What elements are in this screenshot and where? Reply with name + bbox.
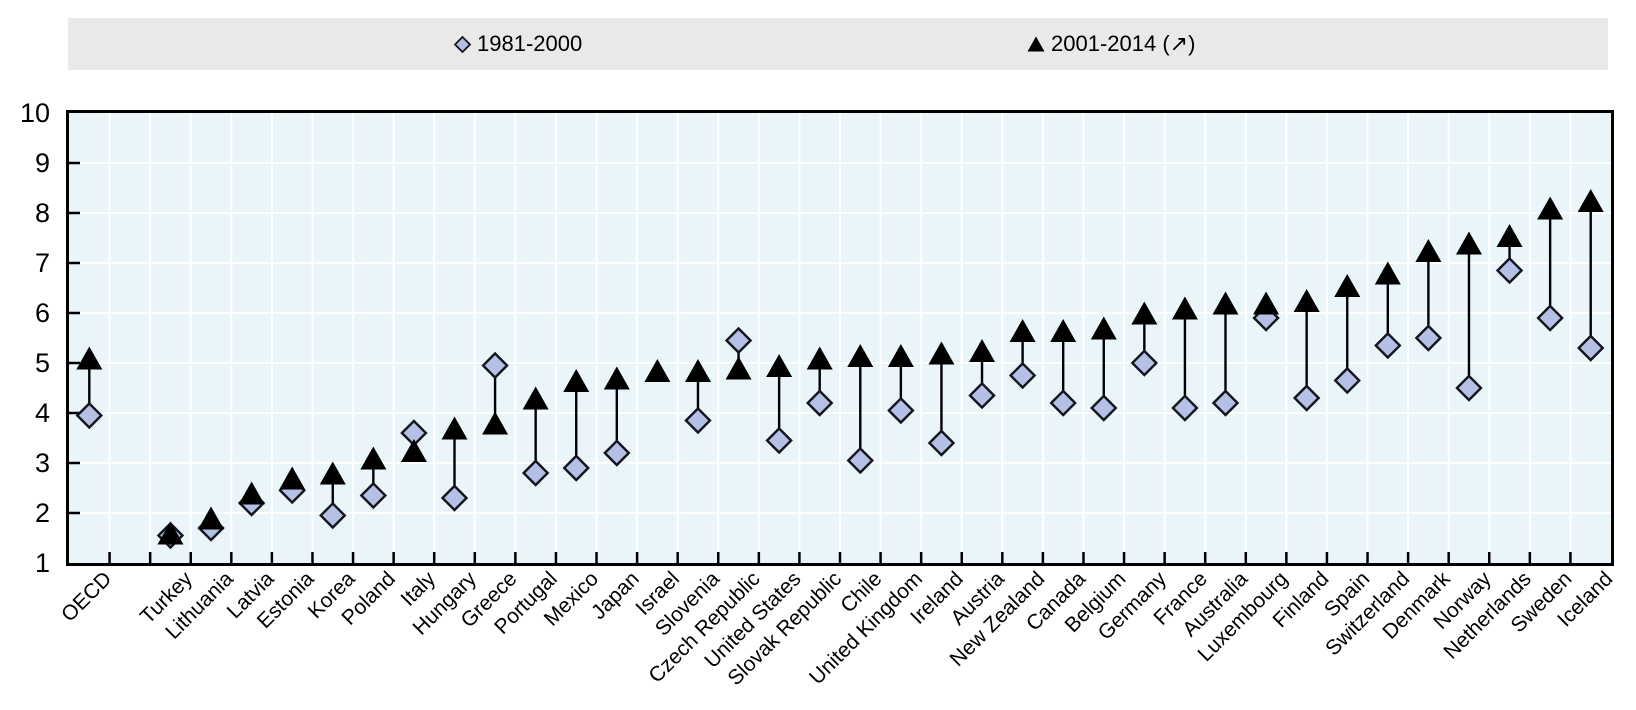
diamond-marker — [724, 326, 753, 355]
diamond-marker — [400, 419, 428, 447]
diamond-marker — [603, 439, 631, 467]
diamond-marker — [1536, 304, 1564, 332]
y-tick-label: 7 — [34, 248, 50, 278]
triangle-marker — [725, 356, 752, 380]
diamond-marker — [968, 381, 996, 410]
y-axis: 1 2 3 4 5 6 7 8 9 10 — [0, 0, 56, 710]
y-tick-label: 6 — [34, 298, 50, 328]
triangle-marker — [1415, 239, 1442, 262]
diamond-marker — [1495, 256, 1524, 285]
y-tick-label: 5 — [34, 348, 50, 378]
diamond-marker — [562, 454, 590, 482]
diamond-marker — [887, 396, 915, 425]
diamond-marker — [1414, 324, 1443, 352]
triangle-marker — [1577, 189, 1604, 212]
diamond-marker — [846, 446, 874, 475]
y-tick-label: 3 — [34, 448, 50, 478]
triangle-marker — [360, 446, 387, 470]
triangle-marker — [400, 439, 427, 462]
plot-canvas — [69, 113, 1611, 563]
y-tick-label: 2 — [34, 498, 50, 528]
plot-area — [66, 110, 1614, 566]
diamond-marker — [1455, 374, 1483, 402]
triangle-marker — [887, 344, 914, 367]
triangle-marker — [238, 481, 265, 505]
diamond-marker — [927, 429, 956, 457]
diamond-marker — [1333, 366, 1361, 395]
y-tick-label: 9 — [34, 148, 50, 178]
triangle-marker — [847, 344, 874, 367]
diamond-marker — [1090, 394, 1118, 422]
triangle-marker — [1131, 301, 1158, 325]
diamond-marker — [1211, 389, 1240, 417]
diamond-marker — [1130, 349, 1159, 377]
y-tick-label: 10 — [19, 98, 50, 128]
diamond-marker — [481, 351, 509, 380]
triangle-marker — [441, 416, 468, 440]
legend: 1981-2000 2001-2014 (↗) — [68, 18, 1608, 70]
diamond-legend-icon — [453, 35, 472, 53]
triangle-marker — [603, 366, 630, 390]
legend-label-1981-2000: 1981-2000 — [477, 31, 583, 56]
diamond-marker — [440, 484, 469, 512]
triangle-marker — [684, 359, 711, 382]
legend-label-2001-2014: 2001-2014 (↗) — [1051, 31, 1196, 56]
triangle-marker — [563, 369, 590, 392]
y-tick-label: 1 — [34, 548, 50, 578]
diamond-marker — [75, 401, 103, 430]
triangle-marker — [766, 354, 793, 377]
triangle-marker — [806, 346, 833, 370]
diamond-marker — [1171, 394, 1199, 422]
triangle-marker — [279, 466, 306, 490]
diamond-marker — [1292, 384, 1321, 412]
triangle-marker — [969, 339, 996, 362]
triangle-marker — [1537, 196, 1564, 220]
legend-item-1981-2000: 1981-2000 — [453, 31, 582, 57]
triangle-marker — [1212, 291, 1239, 315]
triangle-marker — [1374, 261, 1401, 285]
triangle-legend-icon — [1027, 36, 1045, 52]
triangle-marker — [1496, 224, 1523, 247]
diamond-marker — [765, 426, 793, 455]
triangle-marker — [522, 386, 549, 410]
triangle-marker — [198, 506, 225, 530]
triangle-marker — [644, 359, 671, 382]
triangle-marker — [1171, 296, 1198, 320]
x-axis-labels: OECD Turkey Lithuania Latvia Estonia Korea Pol… — [57, 567, 1618, 710]
triangle-marker — [482, 411, 509, 435]
triangle-marker — [1009, 319, 1036, 342]
diamond-marker — [319, 501, 347, 530]
triangle-marker — [1293, 289, 1320, 312]
triangle-marker — [1253, 291, 1280, 315]
diamond-marker — [1049, 389, 1077, 417]
legend-item-2001-2014: 2001-2014 (↗) — [1026, 31, 1195, 57]
triangle-marker — [319, 461, 346, 485]
triangle-marker — [76, 346, 103, 370]
triangle-marker — [157, 521, 184, 545]
triangle-marker — [1090, 316, 1117, 340]
diamond-marker — [1374, 331, 1402, 360]
triangle-marker — [1050, 319, 1077, 342]
diamond-marker — [521, 459, 550, 487]
diamond-marker — [1577, 334, 1605, 362]
diamond-marker — [1008, 361, 1037, 390]
triangle-marker — [1334, 274, 1361, 297]
diamond-marker — [684, 406, 712, 435]
y-tick-label: 8 — [34, 198, 50, 228]
triangle-marker — [928, 341, 955, 365]
diamond-marker — [806, 389, 834, 417]
y-tick-label: 4 — [34, 398, 50, 428]
category-label: OECD — [56, 567, 116, 627]
triangle-marker — [1455, 231, 1482, 255]
diamond-marker — [359, 481, 388, 510]
